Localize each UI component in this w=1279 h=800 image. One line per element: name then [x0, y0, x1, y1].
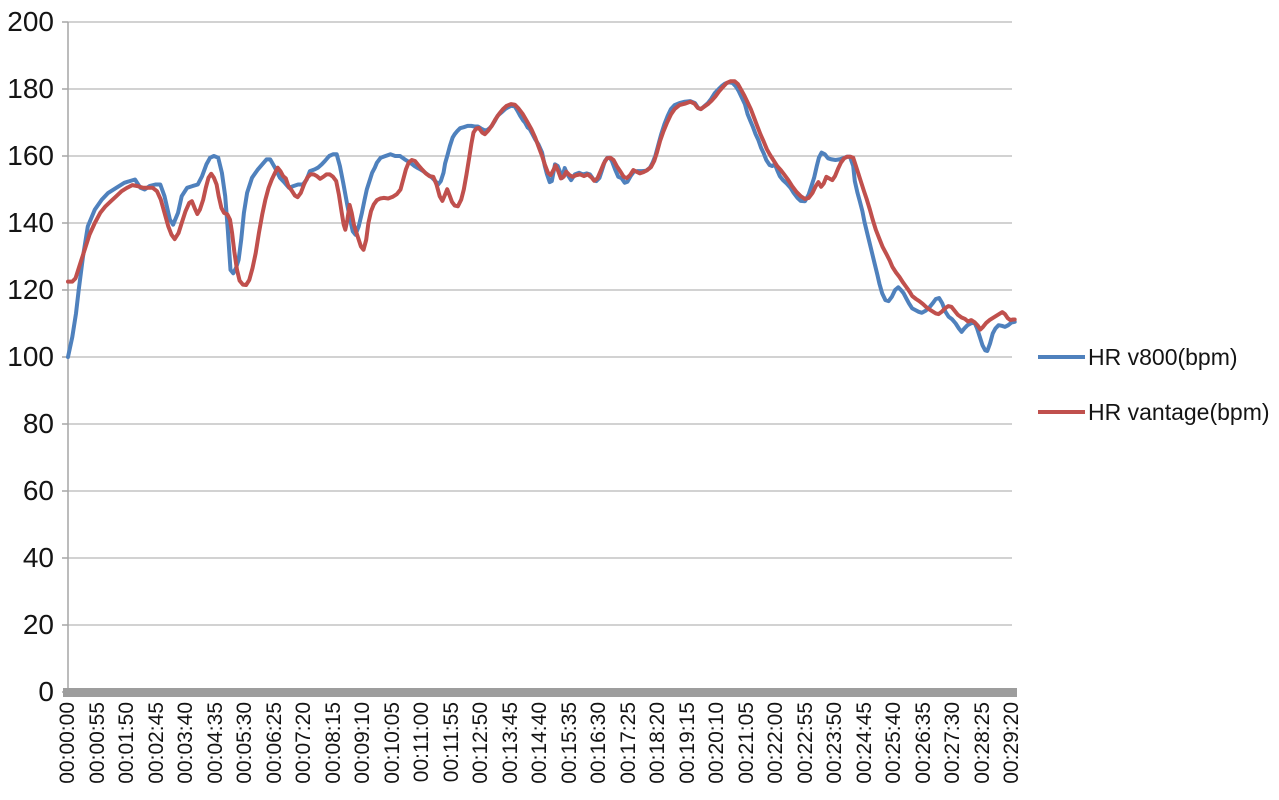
- x-axis-baseline-bar: [63, 688, 1017, 697]
- x-tick-label: 00:11:55: [439, 702, 463, 783]
- y-tick-label: 200: [7, 6, 54, 37]
- x-tick-label: 00:01:50: [115, 702, 138, 784]
- x-tick-label: 00:03:40: [174, 702, 197, 784]
- x-tick-label: 00:21:05: [734, 702, 758, 784]
- x-tick-label: 00:10:05: [380, 702, 404, 784]
- x-tick-label: 00:29:20: [1000, 702, 1023, 784]
- y-tick-label: 140: [7, 207, 54, 238]
- x-tick-label: 00:14:40: [528, 702, 551, 784]
- x-tick-label: 00:04:35: [203, 702, 227, 784]
- x-tick-label: 00:28:25: [970, 702, 994, 784]
- x-tick-label: 00:00:00: [56, 702, 79, 784]
- x-tick-label: 00:24:45: [852, 702, 876, 784]
- x-tick-label: 00:06:25: [262, 702, 286, 784]
- legend-item-vantage: HR vantage(bpm): [1038, 399, 1270, 425]
- legend-label: HR v800(bpm): [1088, 343, 1238, 370]
- x-tick-label: 00:00:55: [85, 702, 109, 784]
- series-line-vantage: [66, 79, 1017, 332]
- x-tick-label: 00:05:30: [233, 702, 256, 784]
- x-tick-label: 00:09:10: [351, 702, 374, 784]
- legend-label: HR vantage(bpm): [1088, 398, 1270, 425]
- x-tick-label: 00:19:15: [675, 702, 699, 784]
- x-tick-label: 00:13:45: [498, 702, 522, 784]
- x-tick-label: 00:02:45: [144, 702, 168, 784]
- x-tick-label: 00:11:00: [410, 702, 433, 783]
- x-tick-label: 00:27:30: [941, 702, 964, 784]
- x-tick-label: 00:16:30: [587, 702, 610, 784]
- x-tick-label: 00:26:35: [911, 702, 935, 784]
- legend-line-swatch-red: [1038, 410, 1085, 414]
- x-tick-label: 00:18:20: [646, 702, 669, 784]
- x-tick-label: 00:12:50: [469, 702, 492, 784]
- x-tick-label: 00:17:25: [616, 702, 640, 784]
- y-tick-label: 160: [7, 140, 54, 171]
- y-tick-label: 20: [22, 609, 54, 640]
- x-tick-label: 00:22:55: [793, 702, 817, 784]
- y-tick-label: 80: [22, 408, 54, 439]
- y-tick-label: 180: [7, 73, 54, 104]
- x-tick-label: 00:15:35: [557, 702, 581, 784]
- x-tick-label: 00:20:10: [705, 702, 728, 784]
- legend-line-swatch-blue: [1038, 355, 1085, 359]
- x-tick-label: 00:08:15: [321, 702, 345, 784]
- x-tick-label: 00:23:50: [823, 702, 846, 784]
- y-tick-label: 0: [38, 676, 54, 707]
- x-tick-label: 00:25:40: [882, 702, 905, 784]
- legend: HR v800(bpm) HR vantage(bpm): [1038, 344, 1270, 454]
- y-tick-label: 100: [7, 341, 54, 372]
- y-tick-label: 60: [22, 475, 54, 506]
- y-tick-label: 120: [7, 274, 54, 305]
- x-tick-label: 00:22:00: [764, 702, 787, 784]
- y-tick-label: 40: [22, 542, 54, 573]
- legend-item-v800: HR v800(bpm): [1038, 344, 1270, 370]
- x-tick-label: 00:07:20: [292, 702, 315, 784]
